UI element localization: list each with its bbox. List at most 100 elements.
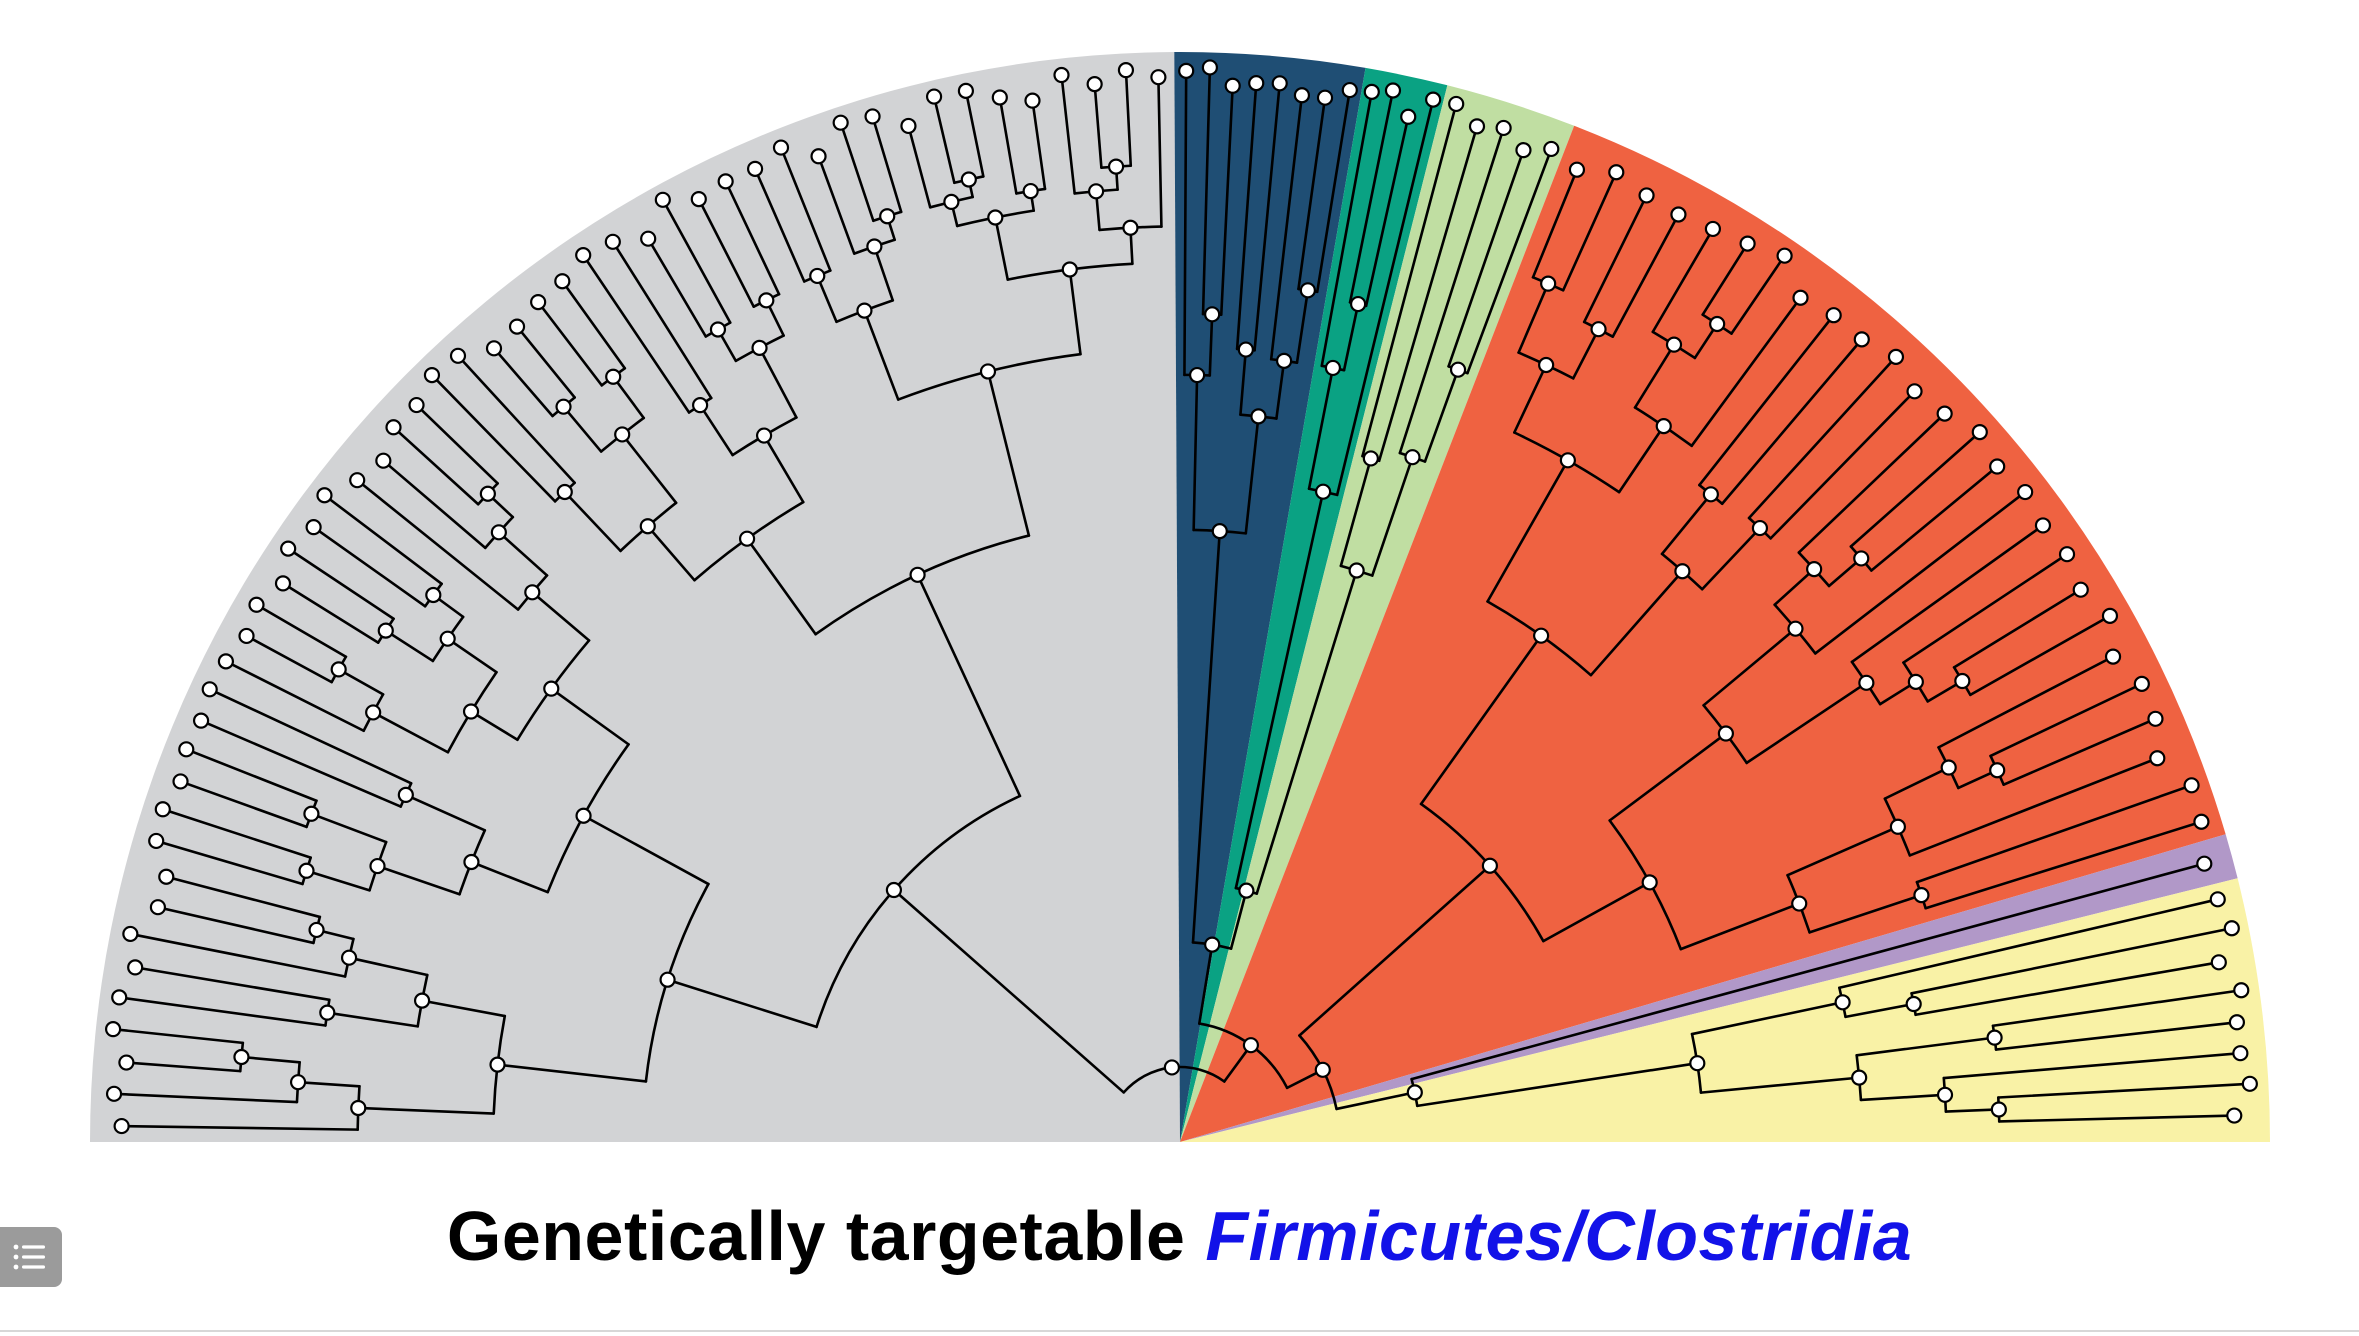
tree-branch xyxy=(1870,465,1999,572)
tree-branch xyxy=(1531,168,1579,279)
tree-node xyxy=(751,339,768,356)
tree-tip xyxy=(1704,220,1722,238)
tree-tip xyxy=(2183,777,2200,794)
tree-tip xyxy=(654,191,671,208)
tree-node xyxy=(1954,672,1971,690)
tree-branch xyxy=(305,869,371,892)
tree-tip xyxy=(1906,383,1923,400)
tree-branch xyxy=(1208,313,1214,377)
tree-node xyxy=(943,193,960,211)
slide-menu-button[interactable] xyxy=(0,1227,62,1287)
tree-tip xyxy=(1792,289,1809,306)
tree-tip xyxy=(1495,119,1512,137)
figure-caption: Genetically targetable Firmicutes/Clostr… xyxy=(0,1196,2359,1276)
tree-node xyxy=(1702,486,1719,503)
tree-node xyxy=(1204,306,1221,323)
tree-node xyxy=(1350,295,1367,313)
tree-tip xyxy=(1825,307,1842,324)
tree-node xyxy=(1641,874,1658,891)
tree-node xyxy=(987,209,1004,226)
tree-branch xyxy=(179,780,308,829)
tree-branch xyxy=(1786,825,1900,877)
tree-node xyxy=(340,949,358,966)
tree-tip xyxy=(2223,920,2240,937)
tree-tip xyxy=(1776,247,1793,264)
tree-tip xyxy=(122,925,139,943)
tree-branch xyxy=(281,582,380,644)
tree-node xyxy=(1834,994,1851,1011)
tree-node xyxy=(425,586,442,604)
tree-branch xyxy=(1219,84,1234,317)
tree-tip xyxy=(1150,69,1167,86)
tree-branch xyxy=(1517,282,1550,354)
tree-tip xyxy=(158,868,175,885)
tree-node xyxy=(1717,725,1734,742)
tree-branch xyxy=(611,375,646,420)
tree-tip xyxy=(178,741,195,758)
tree-branch xyxy=(1611,213,1680,338)
tree-tip xyxy=(1515,142,1532,159)
tree-node xyxy=(1989,762,2006,779)
tree-tip xyxy=(172,773,189,790)
tree-node xyxy=(1986,1029,2003,1046)
tree-branch xyxy=(112,1092,299,1104)
tree-branch xyxy=(871,115,903,214)
tree-branch xyxy=(1914,961,2221,1017)
tree-branch xyxy=(1969,614,2112,697)
tree-branch xyxy=(745,537,817,636)
tree-tip xyxy=(148,832,165,850)
tree-node xyxy=(758,292,775,309)
tree-tip xyxy=(1936,405,1953,422)
tree-branch xyxy=(1192,373,1199,532)
tree-branch xyxy=(1797,412,1946,554)
tree-branch xyxy=(646,524,696,582)
tree-node xyxy=(614,426,631,443)
tree-node xyxy=(1299,282,1316,299)
tree-branch xyxy=(1844,1002,1915,1019)
tree-branch xyxy=(156,905,315,945)
tree-branch xyxy=(1157,75,1163,228)
tree-branch xyxy=(1814,490,2027,655)
tree-tip xyxy=(2241,1075,2258,1092)
tree-node xyxy=(1540,275,1557,292)
tree-branch xyxy=(1307,366,1335,491)
tree-branch xyxy=(347,956,429,977)
tree-branch xyxy=(620,433,678,505)
tree-branch xyxy=(154,839,304,886)
tree-node xyxy=(1905,995,1922,1013)
tree-node xyxy=(1751,519,1769,537)
tree-node xyxy=(1665,336,1683,353)
tree-tip xyxy=(991,89,1008,106)
tree-node xyxy=(490,524,507,541)
tree-node xyxy=(1107,158,1125,175)
tree-tip xyxy=(2209,891,2226,908)
tree-node xyxy=(1936,1086,1954,1103)
tree-branch xyxy=(1275,359,1286,420)
tree-tip xyxy=(2193,813,2210,830)
tree-node xyxy=(524,584,541,601)
tree-tip xyxy=(1224,77,1241,94)
tree-branch xyxy=(994,216,1010,281)
tree-branch xyxy=(446,637,498,674)
tree-branch xyxy=(892,888,1126,1094)
tree-branch xyxy=(1952,588,2083,669)
tree-branch xyxy=(515,325,576,399)
tree-branch xyxy=(1660,492,1713,556)
tree-tip xyxy=(248,596,265,613)
tree-tip xyxy=(217,653,235,670)
tree-node xyxy=(289,1074,307,1091)
tree-branch xyxy=(1361,102,1458,458)
tree-tip xyxy=(1887,348,1905,365)
tree-branch xyxy=(932,95,956,185)
tree-branch xyxy=(1423,368,1460,463)
tree-branch xyxy=(1466,147,1553,375)
tree-branch xyxy=(120,1124,359,1131)
tree-tip xyxy=(2232,1045,2249,1062)
tree-branch xyxy=(536,300,604,387)
tree-branch xyxy=(1582,194,1648,324)
tree-tip xyxy=(604,233,621,250)
tree-branch xyxy=(1808,893,1923,934)
tree-branch xyxy=(356,1106,496,1115)
tree-node xyxy=(1404,449,1421,466)
tree-branch xyxy=(1253,81,1282,352)
